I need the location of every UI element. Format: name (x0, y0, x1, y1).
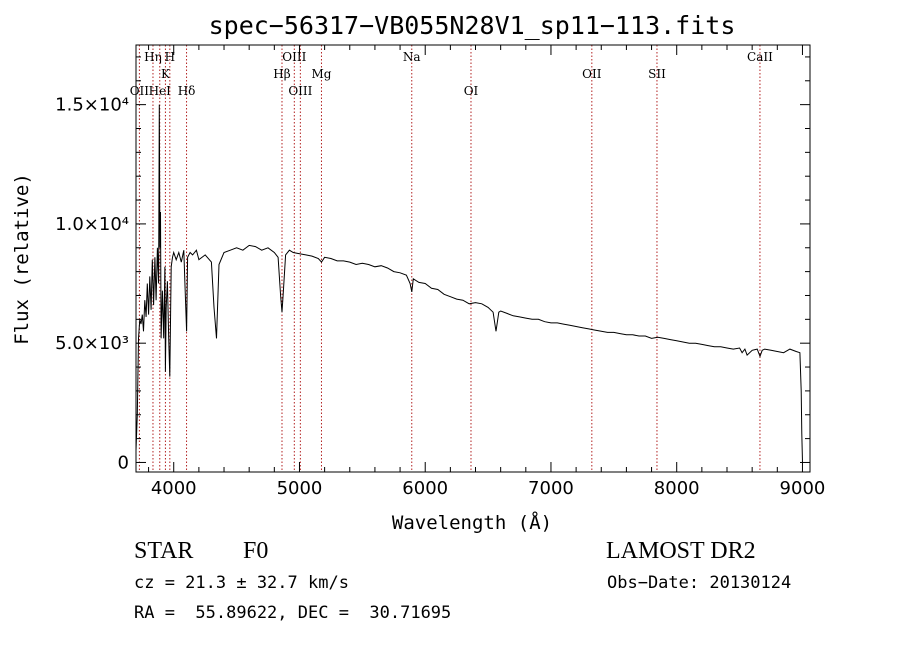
spectrum-line (135, 104, 803, 463)
x-axis: 4000 5000 6000 7000 8000 9000 (148, 45, 826, 499)
spectral-line-label: OII (130, 84, 150, 98)
spectral-line-label: Hδ (178, 84, 196, 98)
redshift-text: cz = 21.3 ± 32.7 km/s (134, 573, 349, 593)
spectral-line-label: Hη (144, 50, 162, 64)
spectral-line-label: Mg (311, 67, 331, 81)
spectral-line-label: OIII (282, 50, 306, 64)
y-tick-label: 1.0×10⁴ (55, 214, 129, 235)
y-tick-label: 1.5×10⁴ (55, 95, 129, 116)
object-subclass: F0 (243, 538, 269, 564)
spectral-line-label: OIII (288, 84, 312, 98)
x-tick-label: 5000 (277, 478, 323, 499)
spectral-line-label: K (161, 67, 171, 81)
x-tick-label: 9000 (780, 478, 826, 499)
spectral-line-label: OI (464, 84, 479, 98)
spectral-line-markers: OII Hη HeI KH Hδ Hβ OIII OIII Mg Na OI OII SII CaII (130, 45, 773, 472)
object-class: STAR (134, 538, 194, 564)
spectral-line-label: HeI (149, 84, 172, 98)
x-tick-label: 8000 (654, 478, 700, 499)
spectral-line-label: Hβ (273, 67, 290, 81)
y-tick-label: 0 (118, 452, 129, 473)
spectral-line-label: Na (403, 50, 421, 64)
x-axis-label: Wavelength (Å) (392, 511, 552, 534)
plot-frame (135, 44, 811, 473)
spectral-line-label: H (165, 50, 175, 64)
y-tick-label: 5.0×10³ (55, 333, 129, 354)
survey-label: LAMOST DR2 (606, 538, 756, 564)
y-axis: 0 5.0×10³ 1.0×10⁴ 1.5×10⁴ (55, 56, 810, 473)
observation-date: Obs−Date: 20130124 (607, 573, 792, 593)
y-axis-label: Flux (relative) (11, 173, 33, 345)
x-tick-label: 6000 (402, 478, 448, 499)
coordinates-text: RA = 55.89622, DEC = 30.71695 (134, 603, 452, 623)
chart-title: spec−56317−VB055N28V1_sp11−113.fits (209, 11, 736, 40)
x-tick-label: 4000 (151, 478, 197, 499)
spectral-line-label: OII (582, 67, 602, 81)
spectral-line-label: SII (648, 67, 666, 81)
spectral-line-label: CaII (747, 50, 773, 64)
x-tick-label: 7000 (528, 478, 574, 499)
